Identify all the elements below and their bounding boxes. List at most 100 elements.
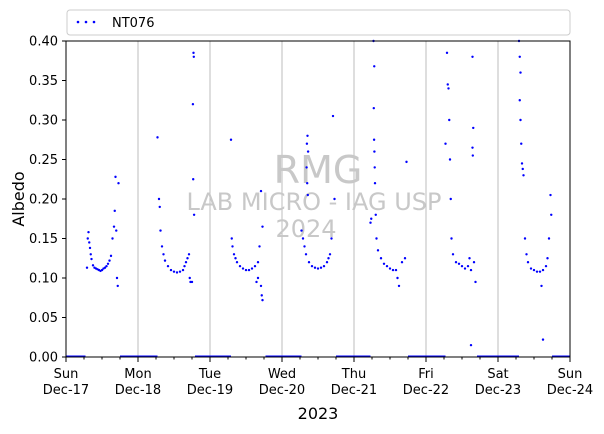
data-point <box>184 261 188 264</box>
watermark-subtitle: LAB MICRO - IAG USP <box>186 188 441 216</box>
data-point <box>260 294 263 297</box>
data-point <box>373 166 376 169</box>
x-tick-day: Tue <box>198 367 221 382</box>
data-point <box>379 257 383 260</box>
y-tick-label: 0.10 <box>29 272 58 287</box>
data-point <box>445 51 449 55</box>
data-point <box>397 284 401 288</box>
data-point <box>250 267 254 270</box>
data-point <box>372 138 376 141</box>
x-tick-date: Dec-24 <box>547 383 593 398</box>
data-point <box>520 142 523 145</box>
data-point <box>373 150 376 153</box>
data-point <box>258 245 261 248</box>
data-point <box>322 264 326 268</box>
data-point <box>400 261 404 264</box>
data-point <box>112 225 116 228</box>
data-point <box>544 264 548 268</box>
data-point <box>188 276 191 280</box>
data-point <box>403 257 407 260</box>
y-tick-label: 0.05 <box>29 311 58 326</box>
data-point <box>259 189 263 193</box>
data-point <box>186 257 189 260</box>
watermark: RMG LAB MICRO - IAG USP 2024 <box>186 148 441 243</box>
data-point <box>522 174 525 177</box>
x-tick-date: Dec-18 <box>115 383 161 398</box>
data-point <box>541 338 545 341</box>
data-point <box>388 267 392 270</box>
data-point <box>451 253 455 256</box>
data-point <box>466 264 470 268</box>
x-tick-date: Dec-21 <box>331 383 377 398</box>
data-point <box>86 237 89 240</box>
data-point <box>447 87 450 90</box>
data-point <box>192 178 195 181</box>
data-point <box>231 245 234 248</box>
data-point <box>157 197 161 201</box>
data-point <box>103 266 107 269</box>
data-point <box>111 237 114 240</box>
data-point <box>519 118 522 122</box>
data-point <box>234 257 237 260</box>
data-point <box>468 257 471 260</box>
data-point <box>158 205 161 209</box>
legend-dot <box>84 20 88 24</box>
data-point <box>521 167 524 171</box>
data-point <box>306 193 309 197</box>
data-point <box>519 71 522 74</box>
x-tick-date: Dec-20 <box>259 383 305 398</box>
x-tick-date: Dec-22 <box>403 383 449 398</box>
data-point <box>100 268 104 272</box>
data-point <box>375 237 378 240</box>
data-point <box>518 99 521 102</box>
data-point <box>471 146 474 149</box>
data-point <box>316 267 320 270</box>
data-point <box>115 229 118 232</box>
data-point <box>463 267 467 270</box>
data-point <box>192 213 196 216</box>
data-point <box>91 264 95 267</box>
legend-dot <box>92 20 96 24</box>
x-axis: SunDec-17MonDec-18TueDec-19WedDec-20ThuD… <box>43 357 593 398</box>
x-tick-day: Mon <box>124 367 151 382</box>
data-point <box>313 266 317 269</box>
data-point <box>444 142 447 145</box>
data-point <box>87 230 90 234</box>
data-point <box>449 197 452 201</box>
data-point <box>376 249 380 252</box>
data-point <box>117 182 120 185</box>
data-point <box>89 253 92 256</box>
data-point <box>370 217 373 220</box>
x-tick-day: Sun <box>54 367 79 382</box>
data-point <box>256 276 260 280</box>
data-point <box>382 262 386 265</box>
x-tick-date: Dec-19 <box>187 383 233 398</box>
data-point <box>523 237 527 240</box>
y-tick-label: 0.15 <box>29 232 58 247</box>
legend-frame <box>66 9 571 36</box>
data-point <box>472 126 475 130</box>
data-point <box>374 213 377 216</box>
data-point <box>518 55 521 58</box>
plot-area <box>66 41 570 357</box>
data-point <box>474 280 477 284</box>
data-point <box>105 264 108 268</box>
data-point <box>261 225 264 228</box>
data-point <box>526 261 530 264</box>
x-tick-day: Sun <box>558 367 583 382</box>
data-point <box>319 266 323 269</box>
data-point <box>525 253 528 256</box>
data-point <box>333 197 336 201</box>
data-point <box>448 158 452 161</box>
data-point <box>166 264 170 268</box>
data-point <box>549 193 552 197</box>
y-tick-label: 0.00 <box>29 351 58 366</box>
y-tick-label: 0.40 <box>29 35 58 50</box>
legend-dot <box>76 20 80 24</box>
x-tick-date: Dec-23 <box>475 383 521 398</box>
data-point <box>178 270 182 273</box>
y-tick-label: 0.25 <box>29 153 58 168</box>
data-point <box>169 268 173 272</box>
data-point <box>85 266 89 269</box>
